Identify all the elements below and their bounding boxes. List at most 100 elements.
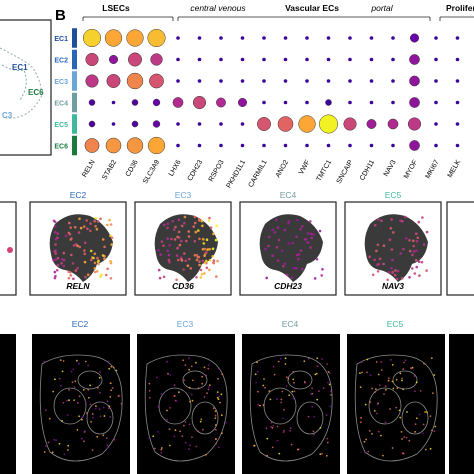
- row-color-bar-ec6: [72, 135, 77, 156]
- group-header-proliferating: Prolifera: [446, 3, 474, 13]
- top-panels: EC1 EC6 C3 B LSECs central venous Vascul…: [0, 3, 474, 189]
- umap-gene-caption: CD36: [172, 281, 194, 291]
- dot-ec1-melk: [455, 36, 460, 40]
- dot-ec3-vwf: [305, 79, 309, 83]
- dot-plot: [82, 28, 460, 155]
- group-header-central-venous: central venous: [190, 3, 246, 13]
- dot-ec5-ano2: [277, 116, 294, 132]
- umap-gene-caption: RELN: [66, 281, 90, 291]
- dot-ec6-ano2: [283, 143, 288, 148]
- group-header-lsecs: LSECs: [102, 3, 130, 13]
- dot-ec2-reln: [85, 52, 99, 67]
- dot-ec5-cd36: [131, 120, 139, 128]
- dot-ec2-lhx6: [176, 57, 180, 62]
- gene-label-vwf: VWF: [298, 159, 312, 176]
- dot-ec4-sncaip: [348, 100, 352, 105]
- gene-label-carmil1: CARMIL1: [247, 159, 268, 189]
- dot-ec6-stab2: [105, 137, 122, 154]
- dot-ec5-mki67: [434, 122, 438, 126]
- dot-ec6-melk: [455, 143, 460, 148]
- row-color-bar-ec4: [72, 92, 77, 113]
- dot-ec1-stab2: [104, 29, 123, 47]
- dot-ec2-slc3a9: [150, 53, 163, 66]
- panel-letter: B: [55, 7, 66, 24]
- dot-ec3-lhx6: [176, 79, 180, 83]
- dot-ec3-rspo3: [219, 79, 223, 83]
- gene-label-ano2: ANO2: [275, 159, 291, 179]
- dot-ec5-nav3: [387, 118, 399, 130]
- dot-ec2-pkhd1l1: [240, 57, 245, 62]
- dot-ec6-mki67: [434, 143, 438, 148]
- dot-ec6-nav3: [391, 143, 395, 148]
- dot-ec1-mki67: [434, 36, 438, 40]
- dot-ec5-tmtc1: [319, 114, 338, 134]
- spatial-panel-background: [347, 334, 445, 474]
- dot-ec3-carmil1: [262, 79, 266, 83]
- dot-ec3-melk: [455, 79, 460, 83]
- dot-ec5-pkhd1l1: [240, 122, 245, 126]
- row-label-ec4: EC4: [54, 101, 68, 108]
- tissue-outline: [354, 354, 438, 462]
- dot-ec1-slc3a9: [147, 28, 166, 48]
- spatial-panel-title: EC5: [387, 319, 404, 329]
- umap-outline-inner: [1, 64, 27, 101]
- dot-ec2-cd36: [128, 52, 142, 67]
- dot-ec6-vwf: [305, 143, 309, 148]
- dot-ec4-pkhd1l1: [237, 97, 248, 108]
- dot-ec2-nav3: [391, 57, 395, 62]
- umap-panel-nav3: EC5 NAV3: [344, 190, 442, 296]
- dot-ec5-carmil1: [257, 117, 271, 131]
- umap-panel-cd36: EC3 CD36: [134, 190, 232, 296]
- dot-ec5-lhx6: [176, 122, 180, 126]
- umap-outline: [0, 47, 43, 119]
- cluster-row-labels: EC1 EC2 EC3 EC4 EC5 EC6: [54, 28, 77, 156]
- dot-ec1-sncaip: [348, 36, 352, 40]
- dot-ec4-cdh11: [369, 100, 374, 105]
- spatial-panel-title: EC2: [72, 319, 89, 329]
- umap-panel-title: EC2: [70, 190, 87, 200]
- spatial-panel-ec5: EC5: [347, 319, 445, 474]
- row-color-bar-ec1: [72, 28, 77, 48]
- dot-ec6-reln: [84, 138, 100, 153]
- dot-ec2-melk: [455, 57, 460, 62]
- umap-cell-cloud: [364, 214, 428, 282]
- umap-panel-partial-left: [0, 201, 17, 296]
- spatial-panel-ec4: EC4: [242, 319, 340, 474]
- umap-cell-cloud: [49, 214, 113, 282]
- dot-ec4-cdh23: [192, 95, 207, 110]
- row-label-ec2: EC2: [54, 58, 68, 65]
- umap-cell-cloud: [154, 214, 218, 282]
- dot-ec1-reln: [82, 28, 102, 48]
- spatial-panel-title: EC4: [282, 319, 299, 329]
- dot-ec2-tmtc1: [326, 57, 331, 62]
- dot-ec6-slc3a9: [147, 136, 166, 155]
- dot-ec4-rspo3: [216, 97, 226, 108]
- dot-ec1-cd36: [126, 29, 144, 47]
- dot-ec2-myof: [409, 54, 420, 65]
- row-color-bar-ec3: [72, 71, 77, 91]
- spatial-panel-partial-left: [0, 334, 16, 474]
- dot-ec1-ano2: [283, 36, 288, 40]
- tissue-outline: [249, 354, 333, 462]
- dot-ec3-ano2: [283, 79, 288, 83]
- umap-panel-reln: EC2 RELN: [29, 190, 127, 296]
- dot-ec4-stab2: [111, 100, 116, 105]
- row-label-ec5: EC5: [54, 122, 68, 129]
- dot-ec1-pkhd1l1: [240, 36, 245, 40]
- group-headers: LSECs central venous Vascular ECs portal…: [82, 3, 474, 21]
- dot-ec3-cdh23: [197, 79, 202, 83]
- dot-ec5-melk: [455, 122, 460, 126]
- umap-cell-cloud: [259, 214, 323, 282]
- dot-ec3-sncaip: [348, 79, 352, 83]
- group-header-portal: portal: [370, 3, 393, 13]
- dot-ec6-rspo3: [219, 143, 223, 148]
- dot-ec3-pkhd1l1: [240, 79, 245, 83]
- dot-ec6-carmil1: [262, 143, 266, 148]
- gene-label-slc3a9: SLC3A9: [142, 159, 161, 185]
- dot-ec5-cdh11: [366, 119, 377, 129]
- dot-ec3-slc3a9: [149, 73, 164, 89]
- dot-ec3-reln: [85, 74, 99, 88]
- dot-ec4-tmtc1: [325, 99, 332, 106]
- dot-ec4-reln: [88, 99, 96, 106]
- gene-label-reln: RELN: [81, 159, 96, 179]
